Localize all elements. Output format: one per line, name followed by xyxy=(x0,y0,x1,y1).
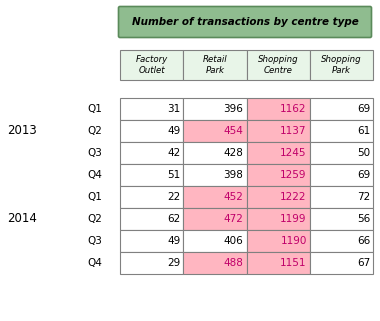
Text: 67: 67 xyxy=(357,258,370,268)
Text: 1222: 1222 xyxy=(280,192,307,202)
Text: 49: 49 xyxy=(167,126,180,136)
Text: Q2: Q2 xyxy=(87,126,103,136)
Bar xyxy=(120,252,183,274)
Bar xyxy=(310,98,373,120)
Text: Shopping
Centre: Shopping Centre xyxy=(258,55,298,75)
Bar xyxy=(247,142,310,164)
Bar xyxy=(310,186,373,208)
Text: Q2: Q2 xyxy=(87,214,103,224)
Text: 428: 428 xyxy=(223,148,244,158)
Text: Factory
Outlet: Factory Outlet xyxy=(136,55,168,75)
Text: 1199: 1199 xyxy=(280,214,307,224)
FancyBboxPatch shape xyxy=(119,6,372,38)
Bar xyxy=(183,164,247,186)
Bar xyxy=(310,120,373,142)
Text: 406: 406 xyxy=(224,236,244,246)
Bar xyxy=(310,164,373,186)
Text: 49: 49 xyxy=(167,236,180,246)
Text: 72: 72 xyxy=(357,192,370,202)
Text: 66: 66 xyxy=(357,236,370,246)
Bar xyxy=(183,142,247,164)
Bar xyxy=(183,98,247,120)
Bar xyxy=(183,120,247,142)
Text: 1151: 1151 xyxy=(280,258,307,268)
Text: 69: 69 xyxy=(357,170,370,180)
Bar xyxy=(310,252,373,274)
Bar xyxy=(183,208,247,230)
Text: 1162: 1162 xyxy=(280,104,307,114)
Text: 62: 62 xyxy=(167,214,180,224)
Bar xyxy=(310,142,373,164)
Text: Retail
Park: Retail Park xyxy=(203,55,227,75)
Bar xyxy=(247,164,310,186)
Text: 454: 454 xyxy=(223,126,244,136)
Text: 1259: 1259 xyxy=(280,170,307,180)
Bar xyxy=(247,252,310,274)
Text: 69: 69 xyxy=(357,104,370,114)
Text: 1190: 1190 xyxy=(280,236,307,246)
Text: 398: 398 xyxy=(223,170,244,180)
Bar xyxy=(120,164,183,186)
Text: 31: 31 xyxy=(167,104,180,114)
Text: 50: 50 xyxy=(357,148,370,158)
Text: Shopping
Park: Shopping Park xyxy=(321,55,362,75)
Bar xyxy=(120,230,183,252)
Text: 2013: 2013 xyxy=(7,125,37,137)
Bar xyxy=(247,50,310,80)
Bar xyxy=(310,230,373,252)
Bar xyxy=(183,252,247,274)
Bar xyxy=(120,142,183,164)
Text: 22: 22 xyxy=(167,192,180,202)
Text: 61: 61 xyxy=(357,126,370,136)
Bar xyxy=(310,208,373,230)
Text: 2014: 2014 xyxy=(7,213,37,225)
Text: 51: 51 xyxy=(167,170,180,180)
Bar xyxy=(247,98,310,120)
Text: Q1: Q1 xyxy=(87,192,103,202)
Text: 1245: 1245 xyxy=(280,148,307,158)
Text: Q3: Q3 xyxy=(87,236,103,246)
Text: Q4: Q4 xyxy=(87,170,103,180)
Bar xyxy=(183,186,247,208)
Text: 56: 56 xyxy=(357,214,370,224)
Bar xyxy=(183,50,247,80)
Text: 1137: 1137 xyxy=(280,126,307,136)
Bar xyxy=(120,186,183,208)
Text: Q1: Q1 xyxy=(87,104,103,114)
Bar xyxy=(120,208,183,230)
Text: 29: 29 xyxy=(167,258,180,268)
Bar xyxy=(247,186,310,208)
Text: 488: 488 xyxy=(223,258,244,268)
Bar xyxy=(247,208,310,230)
Bar xyxy=(247,230,310,252)
Text: 396: 396 xyxy=(223,104,244,114)
Bar xyxy=(120,98,183,120)
Text: 472: 472 xyxy=(223,214,244,224)
Bar xyxy=(120,120,183,142)
Text: Number of transactions by centre type: Number of transactions by centre type xyxy=(131,17,358,27)
Text: 452: 452 xyxy=(223,192,244,202)
Bar xyxy=(183,230,247,252)
Text: Q3: Q3 xyxy=(87,148,103,158)
Bar xyxy=(247,120,310,142)
Text: Q4: Q4 xyxy=(87,258,103,268)
Bar xyxy=(120,50,183,80)
Bar xyxy=(310,50,373,80)
Text: 42: 42 xyxy=(167,148,180,158)
